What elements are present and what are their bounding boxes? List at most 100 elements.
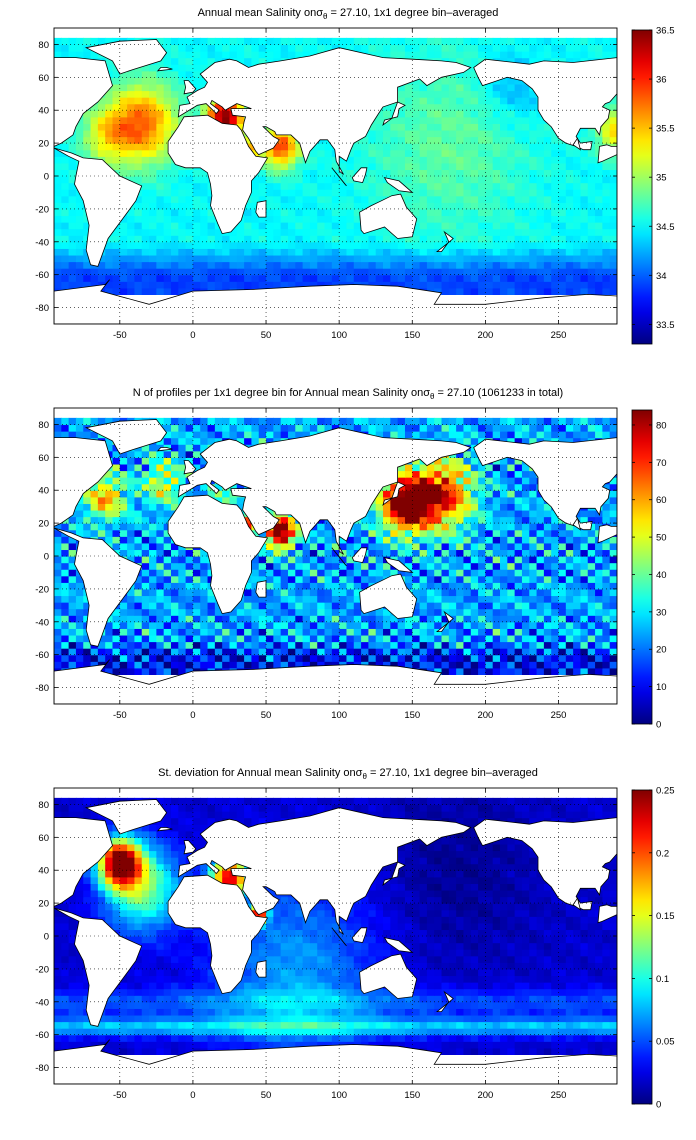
- data-cell: [295, 281, 304, 289]
- data-cell: [339, 648, 348, 656]
- data-cell: [75, 51, 84, 59]
- data-cell: [280, 51, 289, 59]
- data-cell: [324, 523, 333, 531]
- data-cell: [558, 222, 567, 230]
- data-cell: [61, 615, 70, 623]
- data-cell: [587, 628, 596, 636]
- data-cell: [529, 268, 538, 276]
- data-cell: [127, 661, 136, 669]
- data-cell: [170, 562, 179, 570]
- data-cell: [302, 595, 311, 603]
- data-cell: [127, 261, 136, 269]
- data-cell: [397, 37, 406, 46]
- data-cell: [200, 641, 209, 649]
- data-cell: [61, 536, 70, 544]
- data-cell: [68, 143, 77, 151]
- data-cell: [324, 228, 333, 236]
- data-cell: [492, 615, 501, 623]
- data-cell: [61, 37, 70, 46]
- data-cell: [75, 628, 84, 636]
- data-cell: [222, 44, 231, 52]
- data-cell: [324, 556, 333, 564]
- data-cell: [119, 287, 128, 295]
- data-cell: [514, 621, 523, 629]
- data-cell: [244, 202, 253, 210]
- data-cell: [609, 536, 617, 544]
- data-cell: [251, 189, 260, 197]
- data-cell: [97, 648, 106, 656]
- data-cell: [75, 654, 84, 662]
- data-cell: [551, 634, 560, 643]
- data-cell: [295, 254, 304, 263]
- data-cell: [200, 556, 209, 564]
- data-cell: [170, 202, 179, 210]
- data-cell: [587, 575, 596, 583]
- data-cell: [448, 189, 457, 197]
- data-cell: [514, 176, 523, 184]
- land-outline: [382, 101, 406, 127]
- data-cell: [609, 582, 617, 590]
- data-cell: [573, 51, 582, 59]
- data-cell: [521, 595, 530, 603]
- data-cell: [441, 562, 450, 570]
- data-cell: [470, 90, 479, 98]
- data-cell: [536, 208, 545, 217]
- data-cell: [331, 195, 340, 203]
- data-cell: [141, 667, 150, 675]
- data-cell: [266, 602, 274, 610]
- data-cell: [112, 143, 121, 151]
- data-cell: [163, 116, 172, 124]
- data-cell: [383, 569, 391, 577]
- data-cell: [149, 595, 157, 603]
- data-cell: [200, 195, 209, 203]
- data-cell: [280, 235, 289, 243]
- data-cell: [163, 661, 172, 669]
- data-cell: [222, 615, 231, 623]
- data-cell: [412, 569, 421, 577]
- data-cell: [383, 228, 391, 236]
- data-cell: [273, 556, 282, 564]
- data-cell: [127, 536, 136, 544]
- data-cell: [478, 542, 486, 551]
- colorbar-tick-label: 33.5: [656, 320, 675, 331]
- data-cell: [551, 202, 560, 210]
- data-cell: [119, 77, 128, 85]
- data-cell: [207, 628, 216, 636]
- data-cell: [353, 628, 362, 636]
- data-cell: [448, 97, 457, 105]
- data-cell: [375, 235, 384, 243]
- data-cell: [456, 268, 465, 276]
- data-cell: [463, 602, 472, 610]
- data-cell: [536, 654, 545, 662]
- data-cell: [507, 628, 516, 636]
- colorbar: [631, 29, 653, 345]
- data-cell: [390, 169, 399, 177]
- data-cell: [200, 222, 209, 230]
- data-cell: [514, 595, 523, 603]
- data-cell: [178, 189, 187, 197]
- data-cell: [470, 654, 479, 662]
- data-cell: [551, 648, 560, 656]
- data-cell: [236, 602, 245, 610]
- data-cell: [309, 235, 318, 243]
- data-cell: [317, 588, 326, 597]
- data-cell: [507, 615, 516, 623]
- data-cell: [536, 529, 545, 537]
- data-cell: [105, 123, 114, 131]
- data-cell: [463, 156, 472, 164]
- data-cell: [478, 254, 486, 263]
- data-cell: [426, 215, 435, 223]
- data-cell: [426, 97, 435, 105]
- data-cell: [595, 202, 603, 210]
- data-cell: [280, 542, 289, 551]
- data-cell: [244, 661, 253, 669]
- data-cell: [470, 615, 479, 623]
- data-cell: [580, 536, 589, 544]
- data-cell: [426, 654, 435, 662]
- data-cell: [412, 274, 421, 282]
- data-cell: [156, 542, 165, 551]
- data-cell: [514, 608, 523, 616]
- data-cell: [492, 83, 501, 92]
- data-cell: [192, 215, 201, 223]
- title-text-rest: = 27.10, 1x1 degree bin–averaged: [327, 7, 499, 19]
